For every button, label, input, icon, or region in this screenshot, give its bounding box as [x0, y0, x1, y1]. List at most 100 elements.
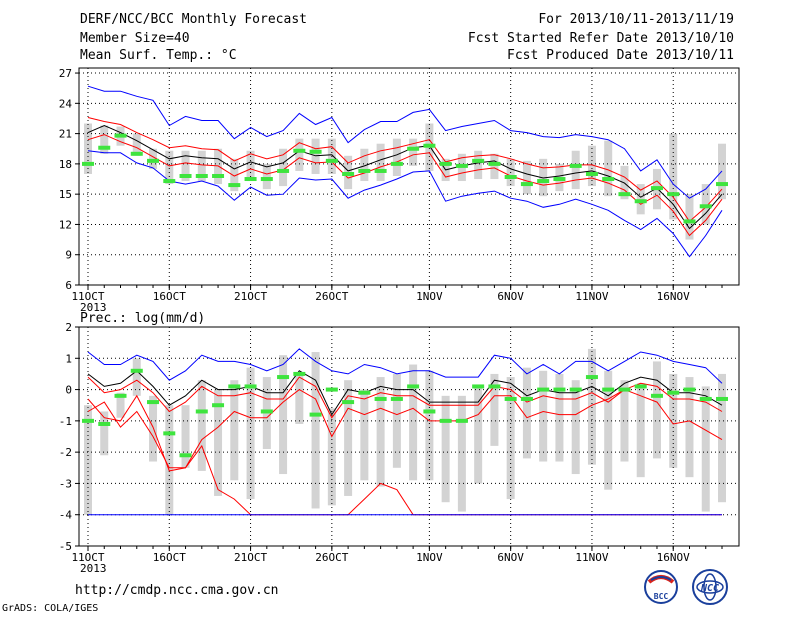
prec-low_red-line	[87, 388, 723, 469]
prec-median-mark	[650, 393, 663, 398]
temp-median-mark	[212, 173, 225, 178]
temp-median-mark	[179, 173, 192, 178]
prec-xtick-label: 16OCT	[153, 551, 186, 564]
temp-spread-box	[636, 184, 645, 215]
prec-median-mark	[716, 396, 728, 401]
prec-median-mark	[374, 396, 387, 401]
prec-median-mark	[309, 412, 322, 417]
prec-spread-box	[571, 380, 580, 475]
temp-spread-box	[409, 138, 418, 166]
temp-spread-box	[474, 150, 483, 180]
prec-median-mark	[618, 387, 631, 392]
temp-median-mark	[358, 168, 371, 173]
temp-median-mark	[390, 161, 403, 166]
prec-xtick-label: 11OCT	[71, 551, 104, 564]
prec-spread-box	[441, 395, 450, 503]
prec-spread-box	[279, 355, 288, 475]
temp-spread-box	[149, 148, 158, 169]
prec-median-mark	[358, 390, 371, 395]
prec-spread-box	[197, 380, 206, 471]
temp-median-mark	[553, 177, 566, 182]
prec-ytick-label: -5	[59, 540, 72, 553]
prec-spread-box	[587, 348, 596, 465]
prec-median-mark	[260, 409, 273, 414]
agency-logos: BCC NCC	[644, 569, 728, 605]
temp-median-mark	[504, 175, 517, 180]
temp-median-mark	[569, 163, 582, 168]
prec-ytick-label: 2	[65, 321, 72, 334]
temp-ytick-label: 9	[65, 249, 72, 262]
prec-median-mark	[423, 409, 436, 414]
temp-spread-box	[376, 143, 385, 182]
prec-median-mark	[699, 396, 712, 401]
temp-median-mark	[699, 204, 712, 209]
prec-xtick-label: 21OCT	[234, 551, 267, 564]
header-variable-temp: Mean Surf. Temp.: °C	[80, 48, 237, 63]
temp-spread-box	[522, 160, 531, 195]
temp-median-mark	[439, 161, 452, 166]
temp-spread-box	[181, 150, 190, 182]
prec-xtick-label: 2013	[80, 562, 107, 575]
temp-median-mark	[634, 199, 647, 204]
prec-spread-box	[246, 367, 255, 500]
temp-min-line	[87, 150, 723, 258]
prec-median-mark	[195, 409, 208, 414]
temp-spread-box	[701, 184, 710, 225]
prec-xtick-label: 1NOV	[416, 551, 443, 564]
temp-ytick-label: 12	[59, 218, 72, 231]
temp-spread-box	[685, 194, 694, 240]
temp-median-mark	[130, 151, 143, 156]
prec-spread-box	[718, 373, 726, 503]
prec-spread-box	[409, 364, 418, 481]
temp-median-mark	[683, 219, 696, 224]
prec-median-mark	[179, 453, 192, 458]
temp-xtick-label: 16NOV	[657, 290, 690, 303]
prec-xtick-label: 16NOV	[657, 551, 690, 564]
temp-ytick-label: 6	[65, 279, 72, 292]
source-url[interactable]: http://cmdp.ncc.cma.gov.cn	[75, 583, 279, 598]
prec-spread-box	[100, 411, 109, 456]
prec-spread-box	[669, 373, 678, 468]
prec-median-mark	[342, 400, 355, 405]
prec-median-mark	[585, 375, 598, 380]
prec-spread-box	[181, 405, 190, 468]
temp-spread-box	[230, 158, 239, 192]
temp-median-mark	[114, 133, 127, 138]
prec-median-mark	[553, 387, 566, 392]
prec-frame	[78, 326, 740, 547]
temp-lower-line	[87, 134, 723, 237]
prec-spread-box	[132, 358, 141, 396]
temp-spread-box	[262, 163, 271, 190]
prec-spread-box	[392, 373, 401, 468]
prec-median-mark	[114, 393, 127, 398]
prec-median-mark	[130, 368, 143, 373]
prec-spread-box	[539, 370, 548, 462]
temp-median-mark	[520, 182, 533, 187]
prec-median-mark	[325, 387, 338, 392]
temp-spread-box	[587, 145, 596, 187]
prec-median-mark	[293, 371, 306, 376]
temp-median-mark	[82, 161, 94, 166]
temp-median-mark	[309, 149, 322, 154]
temp-median-mark	[195, 173, 208, 178]
prec-median-mark	[569, 387, 582, 392]
temp-median-mark	[667, 192, 680, 197]
prec-xtick-label: 11NOV	[575, 551, 608, 564]
ncc-logo-text: NCC	[700, 583, 719, 594]
temp-spread-box	[392, 138, 401, 176]
prec-median-mark	[520, 396, 533, 401]
prec-median-mark	[455, 418, 468, 423]
temp-frame	[78, 67, 740, 286]
prec-spread-box	[701, 386, 710, 512]
temp-median-mark	[374, 168, 387, 173]
header-start-date: Fcst Started Refer Date 2013/10/10	[467, 31, 734, 46]
temp-median-mark	[423, 143, 436, 148]
temp-median-mark	[163, 179, 176, 184]
temp-spread-box	[165, 150, 174, 185]
temp-xtick-label: 11OCT	[71, 290, 104, 303]
temp-xtick-label: 2013	[80, 301, 107, 314]
temp-median-mark	[277, 168, 290, 173]
temp-ytick-label: 18	[59, 158, 72, 171]
temp-median-mark	[455, 163, 468, 168]
